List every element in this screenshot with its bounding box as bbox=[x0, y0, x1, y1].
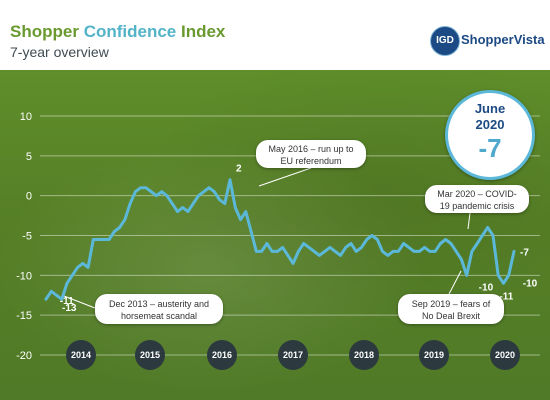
year-marker-circle bbox=[207, 340, 237, 370]
year-label: 2016 bbox=[212, 350, 232, 360]
year-marker-circle bbox=[349, 340, 379, 370]
year-label: 2020 bbox=[495, 350, 515, 360]
annotation-line: horsemeat scandal bbox=[120, 311, 198, 321]
year-marker: 2017 bbox=[278, 340, 308, 370]
y-tick-label: -5 bbox=[22, 231, 32, 243]
data-label: -10 bbox=[523, 278, 538, 289]
year-marker: 2018 bbox=[349, 340, 379, 370]
data-label: -11 bbox=[60, 296, 74, 307]
annotation-dec-2013: Dec 2013 – austerity and horsemeat scand… bbox=[95, 294, 223, 324]
chart-title: Shopper Confidence Index bbox=[10, 22, 225, 42]
title-word-confidence: Confidence bbox=[83, 22, 177, 41]
data-label: -11 bbox=[499, 291, 513, 302]
annotation-may-2016: May 2016 – run up to EU referendum bbox=[256, 140, 366, 168]
title-word-index: Index bbox=[180, 22, 226, 41]
annotation-connector bbox=[448, 270, 462, 295]
header: Shopper Confidence Index 7-year overview… bbox=[0, 0, 550, 70]
chart-subtitle: 7-year overview bbox=[10, 44, 109, 60]
badge-value: -7 bbox=[478, 133, 502, 163]
data-label: 2 bbox=[236, 164, 242, 175]
year-label: 2019 bbox=[424, 350, 444, 360]
annotation-line: Sep 2019 – fears of bbox=[411, 299, 491, 309]
y-tick-label: -10 bbox=[16, 270, 32, 282]
year-marker: 2020 bbox=[490, 340, 520, 370]
year-marker-circle bbox=[490, 340, 520, 370]
annotation-connector bbox=[63, 295, 96, 309]
latest-value-badge: June 2020 -7 bbox=[445, 90, 535, 180]
annotation-line: 19 pandemic crisis bbox=[439, 201, 515, 211]
year-marker: 2014 bbox=[66, 340, 96, 370]
year-marker-circle bbox=[66, 340, 96, 370]
annotation-line: No Deal Brexit bbox=[421, 311, 481, 321]
year-label: 2018 bbox=[354, 350, 374, 360]
annotation-line: Dec 2013 – austerity and bbox=[108, 299, 210, 309]
igd-logo: IGD ShopperVista bbox=[430, 26, 546, 56]
annotation-sep-2019: Sep 2019 – fears of No Deal Brexit bbox=[398, 294, 504, 324]
year-label: 2017 bbox=[283, 350, 303, 360]
y-tick-label: 10 bbox=[20, 111, 32, 123]
annotation-connector bbox=[467, 212, 471, 230]
title-word-shopper: Shopper bbox=[10, 22, 79, 41]
annotation-line: Mar 2020 – COVID- bbox=[437, 189, 517, 199]
annotation-connector bbox=[258, 167, 312, 187]
year-marker: 2019 bbox=[419, 340, 449, 370]
data-label: -7 bbox=[520, 247, 529, 258]
year-marker-circle bbox=[419, 340, 449, 370]
data-label: -13 bbox=[62, 303, 77, 314]
annotation-line: May 2016 – run up to bbox=[268, 144, 354, 154]
annotation-mar-2020: Mar 2020 – COVID- 19 pandemic crisis bbox=[425, 185, 529, 213]
y-tick-label: -20 bbox=[16, 350, 32, 362]
badge-year: 2020 bbox=[475, 117, 505, 132]
year-label: 2015 bbox=[140, 350, 160, 360]
igd-logo-text: ShopperVista bbox=[461, 32, 545, 47]
y-tick-label: 5 bbox=[26, 151, 32, 163]
year-marker-circle bbox=[135, 340, 165, 370]
y-tick-label: 0 bbox=[26, 191, 32, 203]
data-label: -10 bbox=[479, 282, 494, 293]
annotation-line: EU referendum bbox=[280, 156, 342, 166]
year-label: 2014 bbox=[71, 350, 91, 360]
badge-month: June bbox=[474, 101, 506, 116]
y-tick-label: -15 bbox=[16, 310, 32, 322]
year-marker-circle bbox=[278, 340, 308, 370]
year-marker: 2015 bbox=[135, 340, 165, 370]
series-line bbox=[44, 178, 516, 301]
year-marker: 2016 bbox=[207, 340, 237, 370]
igd-logo-mark: IGD bbox=[430, 26, 460, 56]
